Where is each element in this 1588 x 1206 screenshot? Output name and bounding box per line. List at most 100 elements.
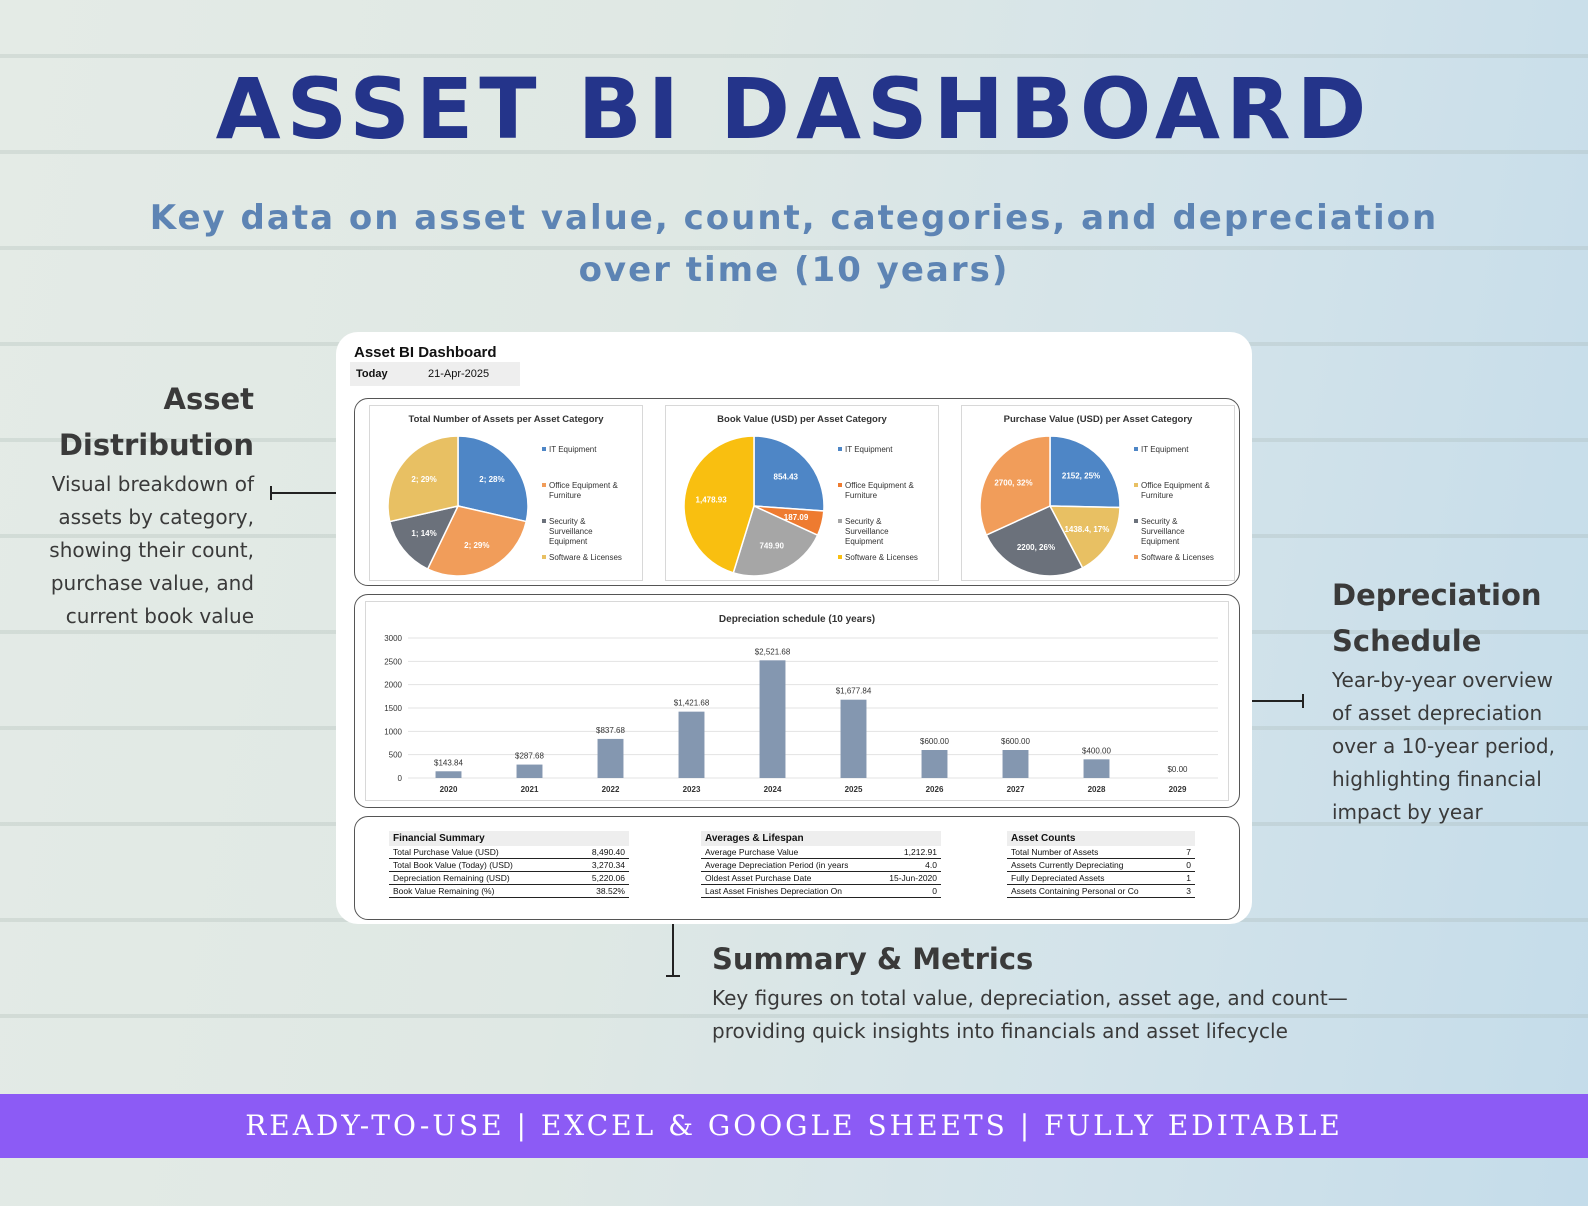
chart-title: Purchase Value (USD) per Asset Category bbox=[1004, 414, 1193, 425]
pie-data-label: 187.09 bbox=[784, 513, 809, 522]
pie-chart-book-value: Book Value (USD) per Asset Category 854.4… bbox=[683, 414, 918, 577]
dashboard-title: Asset BI Dashboard bbox=[354, 344, 497, 361]
chart-title: Depreciation schedule (10 years) bbox=[719, 614, 875, 625]
today-row: Today 21-Apr-2025 bbox=[350, 362, 520, 386]
pie-slice-security-equipment bbox=[985, 505, 1084, 577]
x-tick-label: 2024 bbox=[764, 785, 782, 794]
legend-swatch-software-licenses bbox=[542, 555, 546, 559]
row-value: 4.0 bbox=[925, 860, 937, 870]
table-title: Asset Counts bbox=[1007, 831, 1195, 846]
legend-swatch-it-equipment bbox=[542, 447, 546, 451]
callout-title: Depreciation Schedule bbox=[1332, 578, 1542, 658]
table-row: Total Number of Assets 7 bbox=[1007, 846, 1195, 859]
row-label: Fully Depreciated Assets bbox=[1011, 873, 1105, 883]
callout-text: Year-by-year overview of asset depreciat… bbox=[1332, 668, 1555, 824]
pie-data-label: 2; 28% bbox=[479, 475, 504, 484]
today-label: Today bbox=[356, 368, 388, 380]
bar-card: Depreciation schedule (10 years) 0 500 1000… bbox=[365, 601, 1229, 801]
pie-data-label: 1; 14% bbox=[411, 529, 436, 538]
bar-chart-depreciation: Depreciation schedule (10 years) 0 500 1000… bbox=[384, 614, 1218, 794]
pie-data-label: 2152, 25% bbox=[1062, 472, 1100, 481]
bar-data-label: $600.00 bbox=[1001, 737, 1030, 746]
connector-left-tick-a bbox=[270, 486, 272, 500]
legend-entry-software-licenses: Software & Licenses bbox=[845, 553, 918, 562]
pie-card-count: Total Number of Assets per Asset Categor… bbox=[369, 405, 643, 581]
legend-entry-it-equipment: IT Equipment bbox=[549, 445, 597, 454]
pie-charts-section: Total Number of Assets per Asset Categor… bbox=[354, 398, 1240, 586]
pie-data-label: 2700, 32% bbox=[994, 479, 1032, 488]
table-row: Fully Depreciated Assets 1 bbox=[1007, 872, 1195, 885]
page-title: ASSET BI DASHBOARD bbox=[215, 60, 1373, 158]
row-value: 5,220.06 bbox=[591, 873, 625, 883]
pie-slice-it-equipment bbox=[457, 435, 529, 523]
y-tick-label: 500 bbox=[389, 751, 403, 760]
legend-entry-software-licenses: Software & Licenses bbox=[549, 553, 622, 562]
chart-title: Book Value (USD) per Asset Category bbox=[717, 414, 887, 425]
pie-slice-security-equipment bbox=[388, 504, 460, 571]
connector-right-tick-b bbox=[1302, 694, 1304, 708]
asset-counts-table: Asset Counts Total Number of Assets 7 Ass… bbox=[1007, 831, 1195, 898]
legend-entry-security-equipment: Security & Surveillance Equipment bbox=[1141, 517, 1185, 546]
chart-title: Total Number of Assets per Asset Categor… bbox=[409, 414, 605, 425]
bar-2023 bbox=[678, 711, 705, 778]
row-value: 15-Jun-2020 bbox=[889, 873, 937, 883]
pie-data-label: 1,478.93 bbox=[696, 496, 728, 505]
row-label: Book Value Remaining (%) bbox=[393, 886, 495, 896]
callout-text: Visual breakdown of assets by category, … bbox=[49, 472, 254, 628]
pie-slice-software-licenses bbox=[387, 435, 459, 523]
row-label: Depreciation Remaining (USD) bbox=[393, 873, 510, 883]
table-title: Financial Summary bbox=[389, 831, 629, 846]
row-label: Oldest Asset Purchase Date bbox=[705, 873, 812, 883]
pie-data-label: 2200, 26% bbox=[1017, 543, 1055, 552]
row-label: Total Book Value (Today) (USD) bbox=[393, 860, 513, 870]
pie-data-label: 854.43 bbox=[774, 472, 799, 481]
legend-entry-it-equipment: IT Equipment bbox=[845, 445, 893, 454]
bar-data-label: $600.00 bbox=[920, 737, 949, 746]
callout-title: Summary & Metrics bbox=[712, 942, 1034, 976]
bar-2028 bbox=[1083, 759, 1110, 778]
x-tick-label: 2028 bbox=[1088, 785, 1106, 794]
pie-data-label: 2; 29% bbox=[411, 475, 436, 484]
pie-slice-it-equipment bbox=[753, 435, 825, 512]
row-label: Total Purchase Value (USD) bbox=[393, 847, 499, 857]
x-tick-label: 2021 bbox=[521, 785, 539, 794]
legend-swatch-office-equipment bbox=[838, 483, 842, 487]
connector-bottom bbox=[672, 872, 674, 976]
y-tick-label: 1500 bbox=[384, 704, 402, 713]
x-tick-label: 2025 bbox=[845, 785, 863, 794]
callout-summary-metrics: Summary & Metrics Key figures on total v… bbox=[712, 936, 1352, 1048]
legend-entry-software-licenses: Software & Licenses bbox=[1141, 553, 1214, 562]
dashboard-screenshot: Asset BI Dashboard Today 21-Apr-2025 Tot… bbox=[336, 332, 1252, 924]
row-value: 38.52% bbox=[596, 886, 625, 896]
table-row: Average Depreciation Period (in years 4.0 bbox=[701, 859, 941, 872]
table-row: Average Purchase Value 1,212.91 bbox=[701, 846, 941, 859]
connector-left bbox=[270, 492, 376, 494]
row-value: 0 bbox=[1186, 860, 1191, 870]
bar-2026 bbox=[921, 750, 948, 778]
table-row: Book Value Remaining (%) 38.52% bbox=[389, 885, 629, 898]
bar-2024 bbox=[759, 660, 786, 778]
bar-2021 bbox=[516, 764, 543, 778]
bar-2027 bbox=[1002, 750, 1029, 778]
row-value: 3,270.34 bbox=[591, 860, 625, 870]
legend-swatch-security-equipment bbox=[542, 519, 546, 523]
legend-swatch-it-equipment bbox=[1134, 447, 1138, 451]
table-row: Assets Currently Depreciating 0 bbox=[1007, 859, 1195, 872]
legend-entry-office-equipment: Office Equipment & Furniture bbox=[549, 481, 618, 500]
x-tick-label: 2027 bbox=[1007, 785, 1025, 794]
depreciation-section: Depreciation schedule (10 years) 0 500 1000… bbox=[354, 594, 1240, 808]
pie-data-label: 1438.4, 17% bbox=[1064, 525, 1109, 534]
y-tick-label: 1000 bbox=[384, 727, 402, 736]
pie-slice-software-licenses bbox=[979, 435, 1051, 537]
y-tick-label: 2000 bbox=[384, 681, 402, 690]
pie-card-purchase-value: Purchase Value (USD) per Asset Category 2… bbox=[961, 405, 1235, 581]
legend-swatch-security-equipment bbox=[838, 519, 842, 523]
table-row: Last Asset Finishes Depreciation On 0 bbox=[701, 885, 941, 898]
legend-entry-security-equipment: Security & Surveillance Equipment bbox=[845, 517, 889, 546]
legend-swatch-security-equipment bbox=[1134, 519, 1138, 523]
bar-data-label: $287.68 bbox=[515, 752, 544, 761]
summary-section: Financial Summary Total Purchase Value (… bbox=[354, 816, 1240, 920]
bar-data-label: $1,421.68 bbox=[674, 699, 710, 708]
x-tick-label: 2023 bbox=[683, 785, 701, 794]
pie-slice-office-equipment bbox=[426, 505, 528, 577]
